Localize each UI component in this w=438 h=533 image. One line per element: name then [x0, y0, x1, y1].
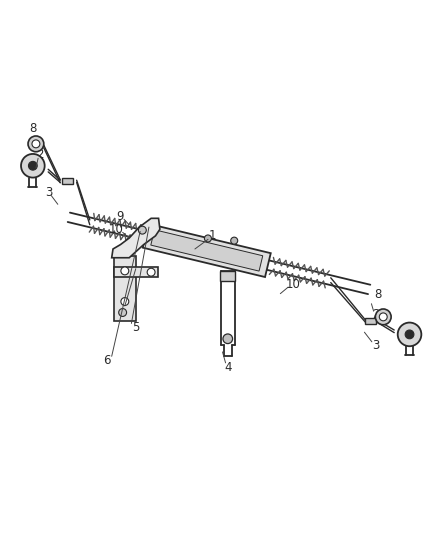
Polygon shape — [364, 318, 375, 324]
Text: 3: 3 — [46, 185, 53, 198]
Polygon shape — [114, 255, 136, 321]
Text: 3: 3 — [372, 339, 379, 352]
Polygon shape — [114, 266, 158, 278]
Text: 2: 2 — [36, 148, 44, 161]
Circle shape — [32, 140, 40, 148]
Circle shape — [398, 322, 421, 346]
Polygon shape — [143, 224, 271, 277]
Circle shape — [121, 267, 129, 275]
Circle shape — [138, 226, 146, 234]
Text: 8: 8 — [29, 122, 36, 135]
Polygon shape — [112, 219, 160, 258]
Circle shape — [119, 309, 127, 317]
Text: 4: 4 — [224, 361, 232, 374]
Circle shape — [205, 235, 212, 242]
Text: 7: 7 — [127, 266, 135, 280]
Text: 10: 10 — [109, 223, 124, 236]
Text: 5: 5 — [132, 321, 139, 334]
Circle shape — [379, 313, 387, 321]
Text: 8: 8 — [374, 288, 381, 302]
Text: 10: 10 — [286, 278, 301, 290]
Polygon shape — [62, 178, 74, 184]
Circle shape — [223, 334, 233, 344]
Circle shape — [28, 136, 44, 152]
Circle shape — [147, 268, 155, 276]
Text: 9: 9 — [117, 209, 124, 223]
Polygon shape — [220, 271, 236, 280]
Text: 2: 2 — [372, 308, 380, 321]
Circle shape — [231, 237, 238, 244]
Polygon shape — [151, 230, 263, 271]
Circle shape — [28, 161, 37, 170]
Circle shape — [21, 154, 45, 177]
Circle shape — [375, 309, 391, 325]
Circle shape — [121, 297, 129, 305]
Text: 6: 6 — [103, 354, 111, 367]
Circle shape — [405, 330, 414, 339]
Text: 1: 1 — [208, 229, 216, 243]
